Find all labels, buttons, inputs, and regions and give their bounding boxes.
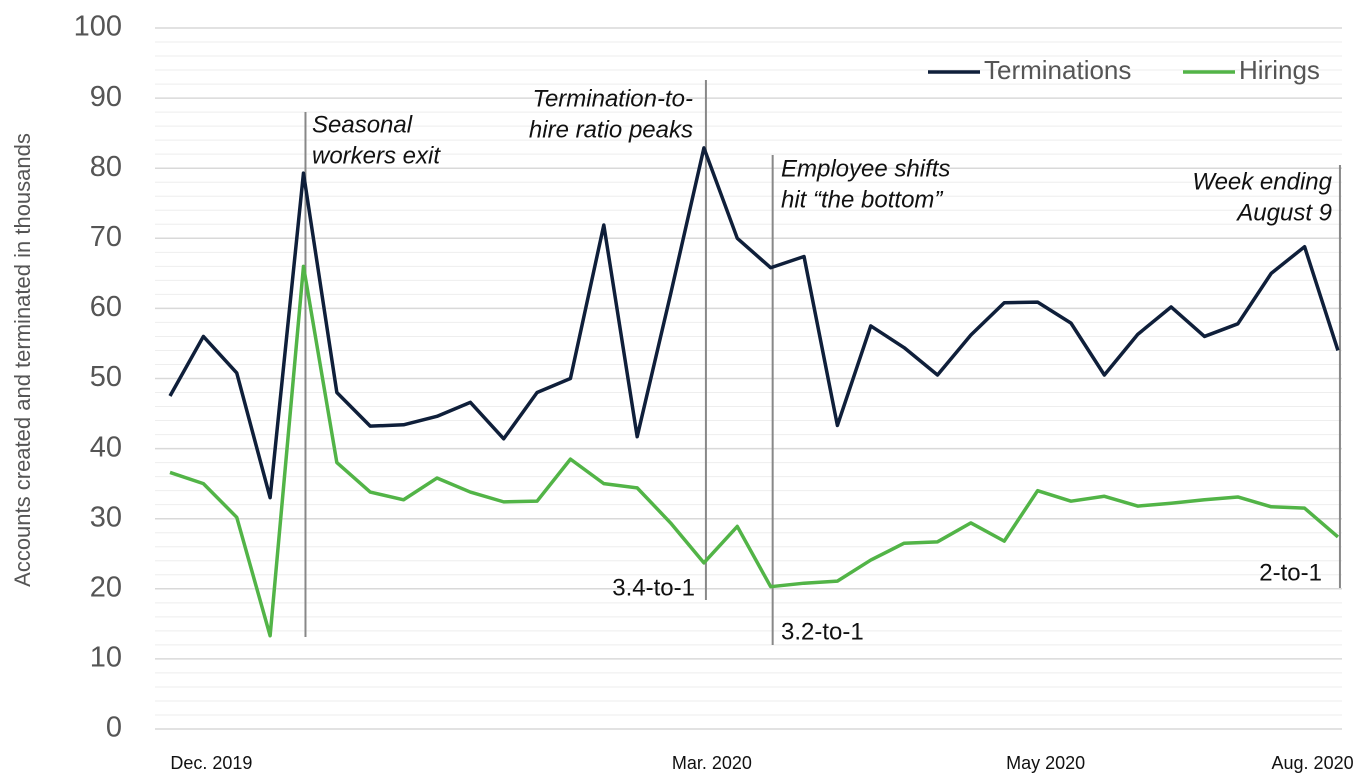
y-axis-label: Accounts created and terminated in thous… bbox=[10, 133, 35, 587]
x-tick-label: May 2020 bbox=[1006, 753, 1085, 773]
legend-label: Terminations bbox=[984, 55, 1131, 85]
series-line bbox=[168, 146, 1340, 500]
annotation-text: Termination-to- bbox=[532, 85, 693, 112]
ratio-label: 2-to-1 bbox=[1259, 559, 1322, 586]
annotation-text: August 9 bbox=[1235, 199, 1332, 226]
ratio-label: 3.2-to-1 bbox=[781, 618, 864, 645]
legend-label: Hirings bbox=[1239, 55, 1320, 85]
y-tick-label: 90 bbox=[90, 81, 122, 113]
y-tick-label: 50 bbox=[90, 361, 122, 393]
y-tick-label: 70 bbox=[90, 221, 122, 253]
y-tick-label: 60 bbox=[90, 291, 122, 323]
x-tick-label: Mar. 2020 bbox=[672, 753, 752, 773]
y-tick-label: 80 bbox=[90, 151, 122, 183]
series-line bbox=[169, 264, 1340, 638]
y-tick-label: 10 bbox=[90, 642, 122, 674]
x-tick-label: Aug. 2020 bbox=[1272, 753, 1354, 773]
annotation-text: Week ending bbox=[1192, 168, 1332, 195]
y-tick-label: 40 bbox=[90, 431, 122, 463]
x-tick-label: Dec. 2019 bbox=[170, 753, 252, 773]
annotation-text: hire ratio peaks bbox=[529, 116, 693, 143]
annotation-text: Employee shifts bbox=[781, 155, 950, 182]
annotation-text: workers exit bbox=[312, 142, 441, 169]
y-tick-label: 30 bbox=[90, 501, 122, 533]
y-tick-label: 0 bbox=[106, 712, 122, 744]
ratio-label: 3.4-to-1 bbox=[612, 574, 695, 601]
annotation-text: hit “the bottom” bbox=[781, 186, 943, 213]
y-tick-label: 20 bbox=[90, 571, 122, 603]
y-tick-label: 100 bbox=[74, 11, 122, 43]
annotation-text: Seasonal bbox=[312, 111, 413, 138]
